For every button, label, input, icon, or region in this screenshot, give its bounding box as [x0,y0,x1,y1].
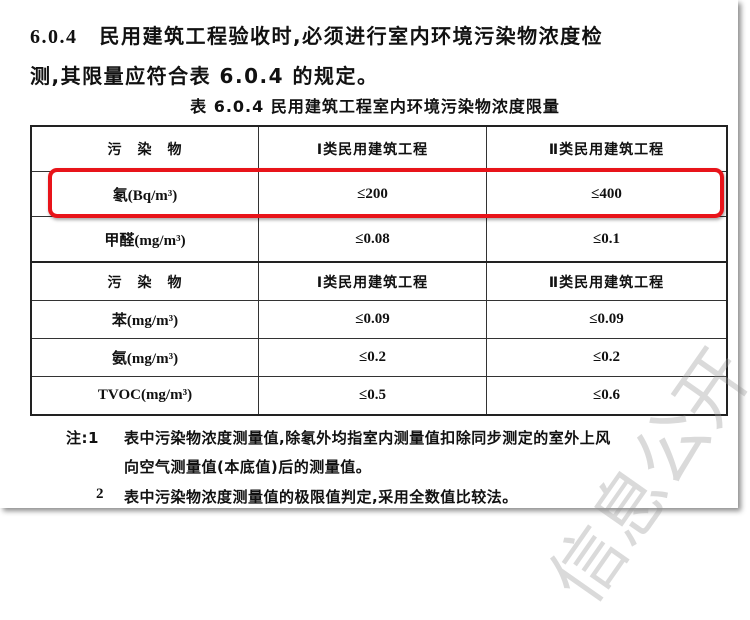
cell-class-1: ≤0.2 [258,338,487,377]
table-row-benzene: 苯(mg/m³) ≤0.09 ≤0.09 [30,300,728,339]
table-caption: 表 6.0.4 民用建筑工程室内环境污染物浓度限量 [190,97,560,116]
cell-class-2: ≤0.6 [486,376,728,416]
cell-class-2: ≤0.1 [486,216,728,263]
clause-line-1: 6.0.4 民用建筑工程验收时,必须进行室内环境污染物浓度检 [30,20,603,49]
header-class-2: Ⅱ类民用建筑工程 [486,125,728,172]
table-row-radon: 氡(Bq/m³) ≤200 ≤400 [30,171,728,217]
clause-line-2: 测,其限量应符合表 6.0.4 的规定。 [30,64,379,88]
table-header-row-2: 污 染 物 Ⅰ类民用建筑工程 Ⅱ类民用建筑工程 [30,261,728,301]
header-class-2: Ⅱ类民用建筑工程 [486,261,728,301]
table-row-formaldehyde: 甲醛(mg/m³) ≤0.08 ≤0.1 [30,216,728,263]
document-page: 6.0.4 民用建筑工程验收时,必须进行室内环境污染物浓度检 测,其限量应符合表 … [30,20,750,618]
cell-class-1: ≤0.08 [258,216,487,263]
radon-row-highlight [48,168,724,218]
note-2: 表中污染物浓度测量值的极限值判定,采用全数值比较法。 [124,488,518,506]
note-1-line-2: 向空气测量值(本底值)后的测量值。 [124,458,372,476]
cell-pollutant: TVOC(mg/m³) [30,376,259,416]
cell-class-1: ≤0.5 [258,376,487,416]
cell-class-2: ≤0.2 [486,338,728,377]
pollutant-limits-table: 污 染 物 Ⅰ类民用建筑工程 Ⅱ类民用建筑工程 氡(Bq/m³) ≤200 ≤4… [30,125,728,416]
clause-text: 民用建筑工程验收时,必须进行室内环境污染物浓度检 [99,24,604,48]
header-pollutant: 污 染 物 [30,125,259,172]
cell-class-2: ≤0.09 [486,300,728,339]
cell-pollutant: 苯(mg/m³) [30,300,259,339]
cell-class-1: ≤0.09 [258,300,487,339]
table-header-row: 污 染 物 Ⅰ类民用建筑工程 Ⅱ类民用建筑工程 [30,125,728,172]
note-2-number: 2 [96,486,104,502]
cell-pollutant: 氨(mg/m³) [30,338,259,377]
cell-pollutant: 甲醛(mg/m³) [30,216,259,263]
table-row-ammonia: 氨(mg/m³) ≤0.2 ≤0.2 [30,338,728,377]
header-pollutant: 污 染 物 [30,261,259,301]
table-row-tvoc: TVOC(mg/m³) ≤0.5 ≤0.6 [30,376,728,416]
clause-number: 6.0.4 [30,26,78,48]
header-class-1: Ⅰ类民用建筑工程 [258,261,487,301]
note-label: 注:1 [66,429,99,447]
header-class-1: Ⅰ类民用建筑工程 [258,125,487,172]
note-1-line-1: 表中污染物浓度测量值,除氡外均指室内测量值扣除同步测定的室外上风 [124,429,611,447]
